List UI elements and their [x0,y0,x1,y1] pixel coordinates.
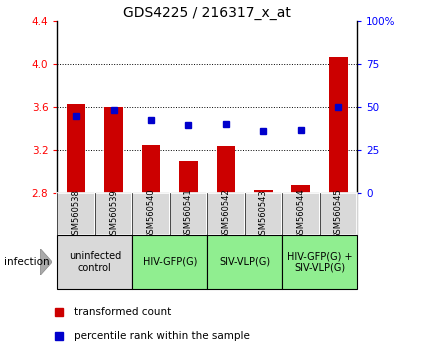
Text: HIV-GFP(G): HIV-GFP(G) [142,257,197,267]
Text: GSM560540: GSM560540 [147,189,156,240]
Bar [57,235,132,289]
Text: percentile rank within the sample: percentile rank within the sample [74,331,250,341]
Bar [57,193,95,235]
Title: GDS4225 / 216317_x_at: GDS4225 / 216317_x_at [123,6,291,20]
Text: GSM560544: GSM560544 [296,189,305,240]
Text: GSM560543: GSM560543 [259,189,268,240]
Text: GSM560539: GSM560539 [109,189,118,240]
Bar [104,107,123,193]
Bar [292,185,310,193]
Text: GSM560538: GSM560538 [71,189,81,240]
Bar [320,193,357,235]
Bar [254,190,273,193]
Text: uninfected
control: uninfected control [69,251,121,273]
Bar [170,193,207,235]
Bar [282,193,320,235]
Text: SIV-VLP(G): SIV-VLP(G) [219,257,270,267]
Bar [95,193,132,235]
Bar [207,235,282,289]
Bar [132,235,207,289]
Bar [245,193,282,235]
Bar [132,193,170,235]
Text: infection: infection [4,257,50,267]
Bar [67,104,85,193]
Bar [179,161,198,193]
Bar [207,193,245,235]
Text: GSM560545: GSM560545 [334,189,343,240]
Text: GSM560542: GSM560542 [221,189,230,240]
Text: HIV-GFP(G) +
SIV-VLP(G): HIV-GFP(G) + SIV-VLP(G) [287,251,352,273]
Text: transformed count: transformed count [74,307,171,317]
Bar [142,145,160,193]
Bar [217,146,235,193]
Polygon shape [40,249,52,275]
Bar [329,57,348,193]
Bar [282,235,357,289]
Text: GSM560541: GSM560541 [184,189,193,240]
